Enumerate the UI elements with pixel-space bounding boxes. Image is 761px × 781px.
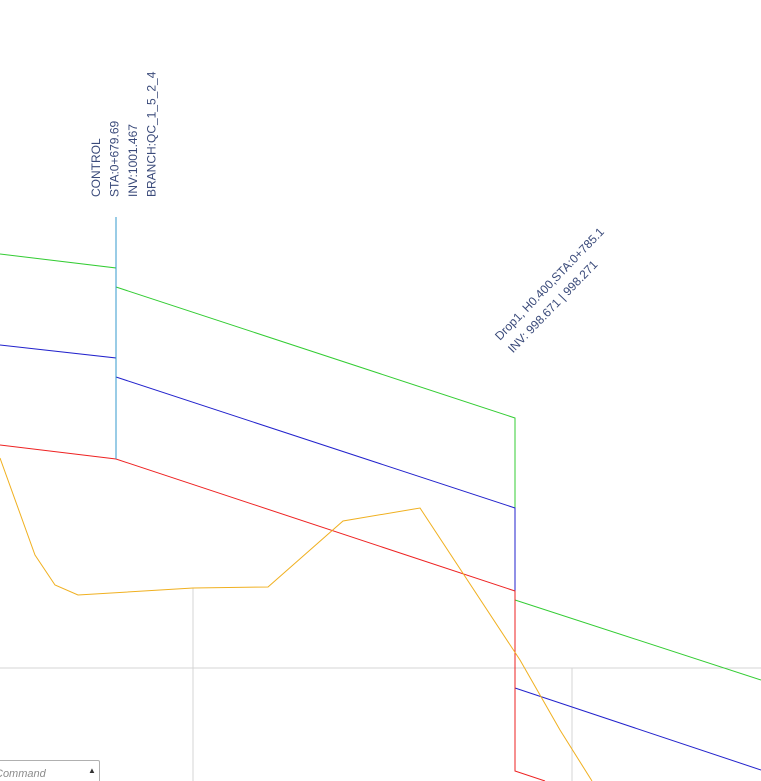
command-input[interactable]	[0, 761, 81, 781]
control-label: CONTROL STA:0+679.69 INV:1001.467 BRANCH…	[89, 71, 159, 197]
control-label-line1: CONTROL	[89, 138, 103, 197]
existing-ground-line[interactable]	[0, 457, 593, 781]
control-label-line3: INV:1001.467	[126, 124, 140, 197]
drop-label: Drop1, H0.400,STA:0+785.1 INV: 998.671 |…	[492, 225, 607, 356]
command-box[interactable]: ▲	[0, 760, 100, 781]
red-profile-line[interactable]	[0, 444, 546, 781]
drop-label-line1: Drop1, H0.400,STA:0+785.1	[492, 225, 607, 343]
green-profile-line[interactable]	[0, 253, 761, 681]
control-label-line2: STA:0+679.69	[108, 121, 122, 197]
caret-up-icon[interactable]: ▲	[88, 766, 96, 775]
control-label-line4: BRANCH:QC_1_5_2_4	[145, 71, 159, 197]
blue-profile-line[interactable]	[0, 344, 761, 771]
